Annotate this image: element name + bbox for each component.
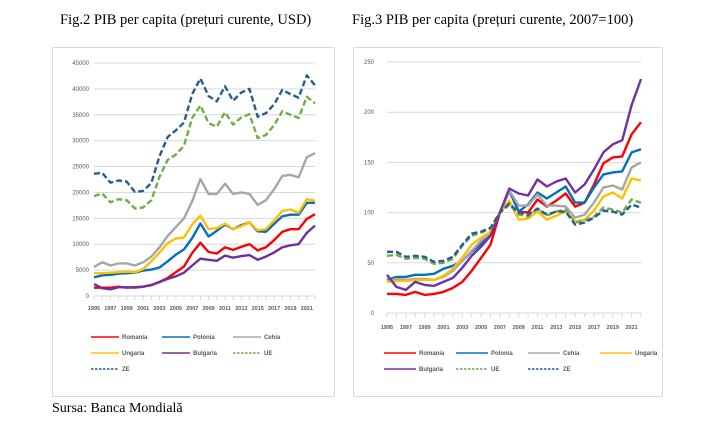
x-tick-label: 2015	[252, 306, 264, 312]
y-tick-label: 100	[364, 211, 375, 217]
fig3-chart: 0 50 100 150 200 250 1995 1997 1999 2001 2003 2005 2…	[353, 47, 663, 397]
y-tick-label: 0	[371, 311, 375, 317]
x-tick-label: 1995	[381, 325, 393, 331]
legend-label-cehia: Cehia	[563, 351, 580, 357]
series-line-bulgaria	[93, 224, 316, 291]
legend-label-ungaria: Ungaria	[635, 351, 658, 357]
x-tick-label: 2015	[569, 325, 581, 331]
series-line-ze	[387, 202, 642, 263]
x-tick-label: 2021	[625, 325, 637, 331]
legend-label-polonia: Polonia	[491, 351, 513, 357]
legend-label-ue: UE	[491, 367, 499, 373]
x-tick-label: 2001	[437, 325, 449, 331]
y-tick-label: 25000	[72, 165, 89, 171]
fig3-title: Fig.3 PIB per capita (prețuri curente, 2…	[352, 12, 634, 28]
x-tick-label: 2019	[284, 306, 296, 312]
x-tick-label: 1995	[88, 306, 100, 312]
y-tick-label: 35000	[72, 113, 89, 119]
x-tick-label: 2009	[202, 306, 214, 312]
series-line-cehia	[93, 152, 316, 269]
x-tick-label: 2021	[301, 306, 313, 312]
fig2-svg: 0 5000 10000 15000 20000 25000 30000 35000 40000…	[72, 61, 316, 373]
series-line-ungaria	[94, 198, 316, 275]
y-tick-label: 150	[364, 160, 375, 166]
x-tick-label: 2017	[588, 325, 600, 331]
fig2-chart: 0 5000 10000 15000 20000 25000 30000 35000 40000…	[52, 47, 335, 397]
series-line-romania	[94, 213, 316, 289]
series-line-ze	[93, 74, 316, 194]
x-tick-label: 2005	[475, 325, 487, 331]
x-tick-label: 1997	[104, 306, 116, 312]
y-tick-label: 10000	[72, 242, 89, 248]
series-line-ue	[93, 95, 316, 210]
x-tick-label: 2003	[456, 325, 468, 331]
legend-label-cehia: Cehia	[264, 335, 281, 341]
y-tick-label: 5000	[76, 268, 90, 274]
y-tick-label: 15000	[72, 216, 89, 222]
legend-label-polonia: Polonia	[193, 335, 215, 341]
series-line-polonia	[386, 148, 642, 282]
series-line-ungaria	[386, 177, 642, 284]
x-tick-label: 1999	[121, 306, 133, 312]
x-tick-label: 2013	[235, 306, 247, 312]
legend-label-romania: Romania	[122, 335, 148, 341]
y-tick-label: 200	[364, 110, 375, 116]
x-tick-label: 2019	[607, 325, 619, 331]
x-tick-label: 2007	[494, 325, 506, 331]
y-tick-label: 45000	[72, 61, 89, 67]
series-line-bulgaria	[386, 78, 643, 292]
x-tick-label: 2007	[186, 306, 198, 312]
x-tick-label: 2001	[137, 306, 149, 312]
y-tick-label: 250	[364, 60, 375, 66]
x-tick-label: 2009	[513, 325, 525, 331]
legend-label-ungaria: Ungaria	[122, 351, 145, 357]
x-tick-label: 1999	[419, 325, 431, 331]
x-tick-label: 2011	[219, 306, 231, 312]
x-tick-label: 2011	[532, 325, 544, 331]
x-tick-label: 1997	[400, 325, 412, 331]
y-tick-label: 0	[86, 294, 90, 300]
x-tick-label: 2013	[550, 325, 562, 331]
legend-label-romania: Romania	[419, 351, 445, 357]
legend-label-bulgaria: Bulgaria	[419, 367, 444, 373]
y-tick-label: 30000	[72, 139, 89, 145]
y-tick-label: 50	[367, 261, 374, 267]
source-note: Sursa: Banca Mondială	[52, 401, 183, 416]
x-tick-label: 2003	[153, 306, 165, 312]
legend-label-bulgaria: Bulgaria	[193, 351, 218, 357]
fig2-title: Fig.2 PIB per capita (prețuri curente, U…	[60, 12, 312, 28]
series-line-polonia	[93, 201, 315, 279]
legend-label-ze: ZE	[563, 367, 571, 373]
y-tick-label: 40000	[72, 87, 89, 93]
legend-label-ue: UE	[264, 351, 272, 357]
fig3-svg: 0 50 100 150 200 250 1995 1997 1999 2001 2003 2005 2…	[364, 60, 658, 373]
y-tick-label: 20000	[72, 190, 89, 196]
x-tick-label: 2017	[268, 306, 280, 312]
x-tick-label: 2005	[170, 306, 182, 312]
legend-label-ze: ZE	[122, 367, 130, 373]
